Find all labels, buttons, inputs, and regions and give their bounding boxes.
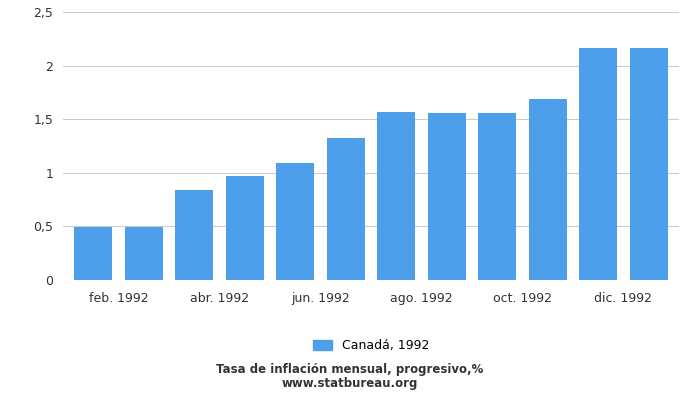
Bar	[74, 228, 112, 280]
Bar	[226, 176, 264, 280]
Bar	[428, 113, 466, 280]
Bar	[580, 48, 617, 280]
Bar	[175, 190, 214, 280]
Bar	[276, 163, 314, 280]
Bar	[377, 112, 415, 280]
Text: Tasa de inflación mensual, progresivo,%: Tasa de inflación mensual, progresivo,%	[216, 364, 484, 376]
Bar	[630, 48, 668, 280]
Bar	[528, 99, 567, 280]
Bar	[478, 113, 516, 280]
Bar	[327, 138, 365, 280]
Bar	[125, 228, 162, 280]
Legend: Canadá, 1992: Canadá, 1992	[308, 334, 434, 358]
Text: www.statbureau.org: www.statbureau.org	[282, 378, 418, 390]
